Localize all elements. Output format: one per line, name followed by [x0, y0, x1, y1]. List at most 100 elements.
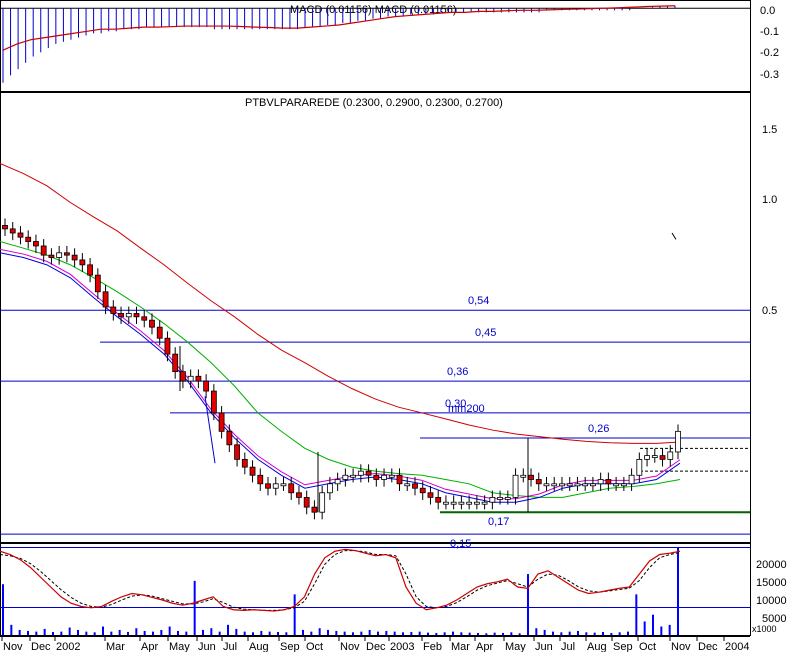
level-label: 0,54 — [468, 295, 489, 307]
candle-body — [180, 371, 186, 382]
x-tick-label: Mar — [451, 641, 470, 652]
candle-body — [620, 483, 627, 487]
x-tick-label: Jul — [561, 641, 575, 652]
price-plot: 0,54 0,45 0,36 0,30 0,26 0,17 0,15 mm200 — [0, 163, 750, 550]
macd-signal-line — [2, 5, 676, 51]
candle-body — [559, 483, 565, 487]
candle-body — [528, 474, 534, 480]
candle-body — [118, 313, 124, 318]
candle-body — [9, 228, 16, 234]
candle-body — [427, 492, 434, 498]
candle-body — [33, 241, 39, 247]
candle-body — [404, 483, 411, 487]
candle-body — [497, 497, 503, 500]
candle-body — [489, 497, 496, 503]
candle-body — [466, 501, 473, 505]
candle-body — [473, 501, 480, 505]
candle-body — [125, 313, 132, 318]
candle-body — [288, 483, 295, 494]
macd-y-axis: 0.0 -0.1 -0.2 -0.3 — [760, 5, 779, 81]
candle-body — [481, 501, 488, 505]
candle-body — [257, 474, 264, 485]
x-tick-label: Aug — [249, 641, 269, 652]
x-tick-label: Apr — [476, 641, 493, 652]
candle-body — [249, 466, 256, 476]
price-panel-frame — [0, 92, 751, 543]
candle-body — [241, 458, 248, 468]
candle-body — [381, 474, 387, 480]
candle-body — [644, 455, 650, 460]
osc-tick-0: 20000 — [756, 559, 787, 571]
level-label: 0,45 — [475, 327, 496, 339]
candle-body — [651, 455, 658, 459]
candle-body — [566, 483, 573, 487]
candle-body — [63, 252, 70, 256]
candle-body — [535, 479, 542, 485]
x-tick-label: Sep — [613, 641, 633, 652]
osc-tick-2: 10000 — [756, 595, 787, 607]
candle-body — [319, 492, 326, 513]
x-tick-label: Aug — [587, 641, 607, 652]
candle-body — [303, 497, 310, 508]
macd-panel-frame — [0, 0, 751, 92]
ma-green-line — [0, 241, 681, 498]
candle-body — [17, 232, 24, 238]
candle-body — [396, 474, 403, 485]
osc-y-axis: 20000 15000 10000 5000 x1000 — [752, 559, 787, 634]
candle-body — [605, 479, 612, 485]
candle-body — [210, 390, 217, 414]
candle-body — [195, 375, 202, 382]
x-tick-label: Oct — [639, 641, 656, 652]
candle-body — [94, 274, 101, 293]
candle-body — [512, 474, 519, 498]
stoch-d-line — [0, 550, 681, 611]
mm200-line — [0, 163, 681, 444]
candle-body — [265, 483, 271, 489]
x-tick-label: Mar — [106, 641, 125, 652]
candle-body — [141, 316, 148, 321]
candle-body — [590, 483, 596, 487]
candle-body — [582, 483, 589, 487]
x-tick-label: Dec — [31, 641, 51, 652]
level-label: 0,17 — [488, 516, 509, 528]
candle-body — [79, 259, 86, 266]
candle-body — [2, 225, 8, 230]
stoch-k-line — [0, 548, 681, 612]
mm200-label: mm200 — [448, 403, 485, 415]
candle-body — [443, 501, 449, 505]
candle-body — [149, 319, 155, 328]
price-y-axis: 1.5 1.0 0.5 — [762, 124, 777, 317]
level-label: 0,30 — [445, 398, 466, 410]
candle-body — [543, 483, 550, 487]
price-title: PTBVLPARAREDE (0.2300, 0.2900, 0.2300, 0… — [245, 97, 503, 109]
oscillator-panel-frame — [0, 543, 751, 636]
x-tick-label: Apr — [141, 641, 158, 652]
macd-tick-2: -0.2 — [760, 47, 779, 59]
candle-body — [164, 337, 171, 355]
trend-segment — [204, 396, 216, 464]
candle-body — [296, 492, 302, 498]
x-tick-label: Jun — [198, 641, 216, 652]
x-tick-label: Nov — [671, 641, 691, 652]
candle-body — [520, 474, 527, 478]
x-tick-label: Nov — [3, 641, 23, 652]
level-label: 0,26 — [588, 423, 609, 435]
ma-magenta-line — [0, 248, 681, 500]
candle-body — [234, 444, 240, 460]
candle-body — [342, 474, 349, 480]
candle-body — [388, 474, 395, 478]
candle-body — [412, 483, 418, 489]
x-tick-label: May — [505, 641, 526, 652]
candle-body — [272, 483, 279, 489]
candle-body — [218, 412, 225, 432]
macd-tick-1: -0.1 — [760, 26, 779, 38]
candle-body — [450, 501, 457, 505]
candle-body — [504, 497, 511, 500]
osc-scale-label: x1000 — [752, 624, 777, 634]
osc-tick-1: 15000 — [756, 577, 787, 589]
candle-body — [48, 254, 55, 258]
candle-body — [326, 483, 333, 494]
x-tick-label: Jun — [535, 641, 553, 652]
candle-body — [458, 501, 465, 505]
candle-body — [102, 291, 109, 308]
